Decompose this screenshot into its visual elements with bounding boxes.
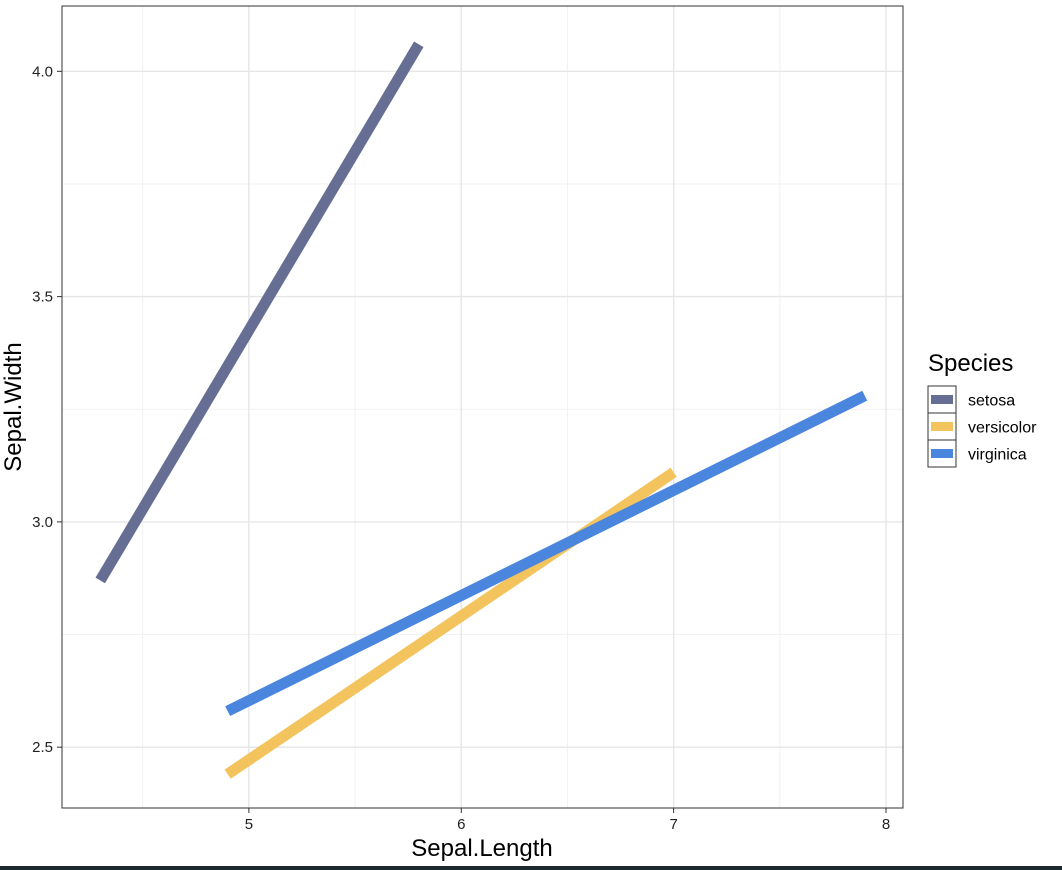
x-tick-label: 8 — [882, 816, 890, 833]
series-line-setosa — [95, 41, 424, 584]
legend-label-versicolor: versicolor — [968, 420, 1037, 437]
bottom-divider — [0, 866, 1062, 870]
y-tick-label: 2.5 — [32, 739, 53, 756]
legend-title: Species — [928, 350, 1013, 377]
x-tick-label: 5 — [245, 816, 253, 833]
panel-background — [62, 6, 903, 808]
legend-label-virginica: virginica — [968, 447, 1027, 464]
x-tick-label: 6 — [457, 816, 465, 833]
legend: Species setosa versicolor virginica — [927, 350, 1037, 468]
panel-border — [61, 5, 904, 809]
series-lines — [95, 41, 868, 779]
x-tick-label: 7 — [669, 816, 677, 833]
x-axis-title: Sepal.Length — [411, 835, 552, 862]
y-axis-title: Sepal.Width — [0, 342, 27, 471]
series-line-virginica — [225, 390, 868, 717]
legend-label-setosa: setosa — [968, 393, 1015, 410]
y-tick-label: 3.5 — [32, 289, 53, 306]
y-tick-label: 3.0 — [32, 514, 53, 531]
y-tick-label: 4.0 — [32, 63, 53, 80]
axes: 5 6 7 8 2.5 3.0 3.5 4.0 — [32, 63, 890, 833]
